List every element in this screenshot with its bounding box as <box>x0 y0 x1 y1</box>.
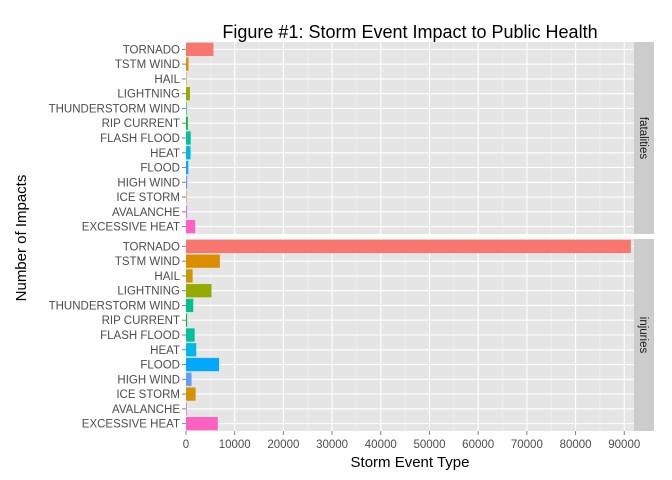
facet-strip <box>634 239 654 431</box>
y-tick-label: ICE STORM <box>116 389 180 401</box>
bar-injuries-rip-current <box>186 313 188 327</box>
y-tick-label: RIP CURRENT <box>102 315 180 327</box>
y-tick-label: EXCESSIVE HEAT <box>82 419 180 431</box>
bar-injuries-ice-storm <box>186 387 196 401</box>
y-tick-label: HEAT <box>150 345 180 357</box>
bar-injuries-lightning <box>186 284 212 298</box>
y-tick-label: HEAT <box>150 148 180 160</box>
y-tick-label: THUNDERSTORM WIND <box>49 300 180 312</box>
bar-fatalities-tstm-wind <box>186 57 189 71</box>
y-tick-label: AVALANCHE <box>112 207 180 219</box>
y-tick-label: HAIL <box>154 271 180 283</box>
facet-strip-label: fatalities <box>637 117 649 159</box>
y-tick-label: TSTM WIND <box>115 256 180 268</box>
facet-strip <box>634 42 654 234</box>
y-tick-label: HIGH WIND <box>117 374 180 386</box>
y-tick-label: ICE STORM <box>116 192 180 204</box>
bar-injuries-flash-flood <box>186 328 195 342</box>
bar-injuries-heat <box>186 343 197 357</box>
bar-fatalities-excessive-heat <box>186 219 196 234</box>
y-axis-title: Number of Impacts <box>13 175 30 302</box>
bar-fatalities-heat <box>186 146 191 160</box>
bar-injuries-excessive-heat <box>186 416 218 431</box>
facet-strip-label: injuries <box>637 317 649 354</box>
bar-fatalities-thunderstorm-wind <box>186 101 187 116</box>
bar-fatalities-lightning <box>186 87 190 101</box>
bar-injuries-thunderstorm-wind <box>186 298 194 313</box>
x-tick-label: 60000 <box>462 439 494 451</box>
x-tick-label: 90000 <box>608 439 640 451</box>
x-tick-label: 10000 <box>219 439 251 451</box>
bar-fatalities-rip-current <box>186 116 188 130</box>
bar-fatalities-flood <box>186 160 189 175</box>
y-tick-label: THUNDERSTORM WIND <box>49 103 180 115</box>
plot-area: EXCESSIVE HEAT AVALANCHE ICE STORM HIGH WIN… <box>49 42 654 451</box>
x-tick-label: 0 <box>183 439 189 451</box>
y-tick-label: LIGHTNING <box>117 286 180 298</box>
bar-fatalities-hail <box>186 72 187 86</box>
chart-title: Figure #1: Storm Event Impact to Public … <box>222 22 597 42</box>
y-tick-label: TSTM WIND <box>115 59 180 71</box>
bar-fatalities-ice-storm <box>186 190 187 204</box>
x-axis-title: Storm Event Type <box>351 454 470 471</box>
x-tick-label: 30000 <box>316 439 348 451</box>
y-tick-label: AVALANCHE <box>112 404 180 416</box>
y-tick-label: EXCESSIVE HEAT <box>82 222 180 234</box>
y-tick-label: TORNADO <box>123 44 180 56</box>
x-tick-label: 70000 <box>511 439 543 451</box>
y-tick-label: HIGH WIND <box>117 177 180 189</box>
bar-fatalities-avalanche <box>186 205 188 219</box>
y-tick-label: LIGHTNING <box>117 89 180 101</box>
y-tick-label: TORNADO <box>123 241 180 253</box>
bar-fatalities-tornado <box>186 42 214 57</box>
x-tick-label: 80000 <box>560 439 592 451</box>
bar-injuries-avalanche <box>186 402 187 416</box>
y-tick-label: HAIL <box>154 74 180 86</box>
y-tick-label: RIP CURRENT <box>102 118 180 130</box>
bar-injuries-flood <box>186 357 220 372</box>
x-tick-label: 50000 <box>413 439 445 451</box>
y-tick-label: FLOOD <box>140 163 180 175</box>
x-tick-label: 20000 <box>267 439 299 451</box>
y-tick-label: FLASH FLOOD <box>100 133 180 145</box>
y-tick-label: FLASH FLOOD <box>100 330 180 342</box>
bar-injuries-tornado <box>186 239 631 254</box>
bar-injuries-high-wind <box>186 372 192 386</box>
bar-fatalities-flash-flood <box>186 131 191 145</box>
bar-fatalities-high-wind <box>186 175 188 189</box>
bar-injuries-hail <box>186 269 193 283</box>
bar-injuries-tstm-wind <box>186 254 220 268</box>
y-tick-label: FLOOD <box>140 360 180 372</box>
x-tick-label: 40000 <box>365 439 397 451</box>
